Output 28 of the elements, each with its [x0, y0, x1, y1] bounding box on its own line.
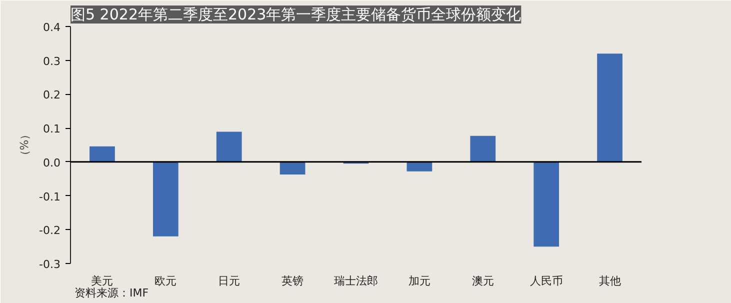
- bar: [534, 162, 560, 247]
- y-tick-label: 0.4: [43, 21, 61, 34]
- y-tick-label: 0.0: [43, 156, 61, 170]
- y-axis-title: （%）: [18, 128, 32, 162]
- y-tick-label: 0.1: [43, 122, 61, 136]
- y-tick-label: -0.1: [39, 190, 61, 204]
- x-tick-label: 日元: [218, 274, 240, 288]
- chart-title: 图5 2022年第二季度至2023年第一季度主要储备货币全球份额变化: [70, 6, 522, 24]
- x-tick-label: 人民币: [530, 274, 563, 288]
- bar: [90, 146, 115, 162]
- x-tick-label: 澳元: [472, 274, 494, 288]
- bar: [280, 162, 306, 174]
- x-tick-label: 加元: [408, 274, 430, 288]
- y-tick-label: -0.3: [39, 258, 61, 271]
- y-tick-label: -0.2: [39, 224, 61, 238]
- x-tick-label: 欧元: [154, 274, 177, 288]
- x-tick-label: 美元: [91, 274, 114, 288]
- bar: [152, 162, 178, 236]
- x-tick-label: 瑞士法郎: [334, 274, 378, 288]
- y-tick-label: 0.2: [43, 88, 61, 102]
- text: 资料来源：IMF: [74, 286, 149, 300]
- x-tick-label: 其他: [598, 274, 621, 288]
- bar: [470, 136, 496, 162]
- bar: [406, 162, 432, 172]
- y-tick-label: 0.3: [43, 54, 61, 68]
- bar: [216, 132, 242, 162]
- x-tick-label: 英镑: [282, 274, 304, 288]
- bar: [597, 54, 622, 162]
